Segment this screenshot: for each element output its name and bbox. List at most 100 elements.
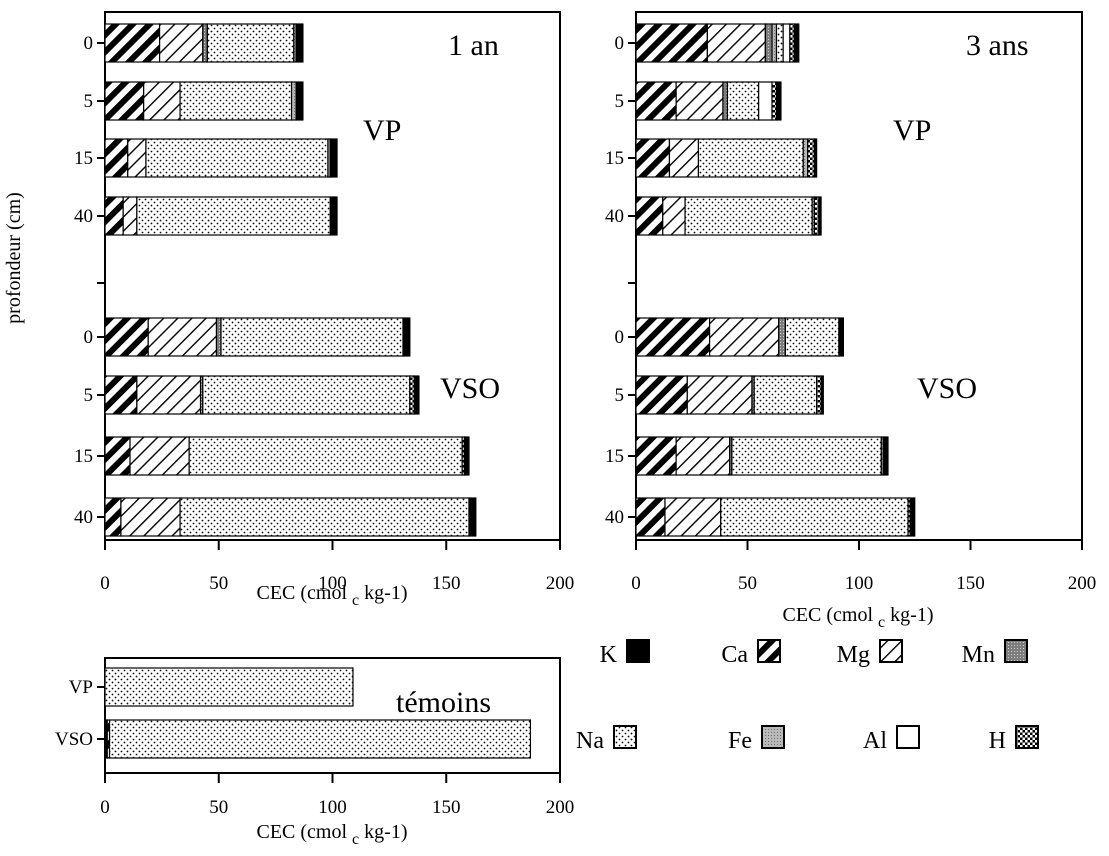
bar-segment-ca (635, 375, 688, 415)
bar-segment-mg (706, 23, 766, 63)
legend-swatch (761, 725, 785, 749)
bar-segment-na (220, 317, 404, 357)
bar-segment-na (179, 81, 293, 121)
bar-segment-k (468, 497, 477, 537)
x-tick-label: 150 (432, 797, 461, 818)
bar-segment-na (145, 138, 329, 178)
bar-segment-ca (104, 81, 145, 121)
bar-segment-mg (686, 375, 753, 415)
group-label-vso: VSO (440, 372, 500, 405)
bar-segment-ca (104, 497, 122, 537)
legend-item-na: Na (576, 725, 637, 754)
bar-segment-k (402, 317, 411, 357)
bar-segment-k (413, 375, 420, 415)
legend-swatch (1004, 639, 1028, 663)
legend-swatch (879, 639, 903, 663)
y-tick-label: 0 (84, 33, 94, 54)
bar-segment-mg (136, 375, 202, 415)
bar-segment-na (136, 196, 331, 236)
bar-segment-ca (104, 138, 129, 178)
bar-segment-mg (159, 23, 204, 63)
panel-label: 1 an (448, 29, 499, 62)
bar-segment-mg (708, 317, 780, 357)
y-tick-label: 0 (615, 33, 625, 54)
legend-label: H (989, 728, 1006, 754)
group-label-vp: VP (363, 114, 401, 147)
bar-segment-k (820, 375, 824, 415)
legend: K Ca Mg Mn Na Fe Al H (576, 639, 1039, 754)
x-axis-title: CEC (cmol c kg-1) (257, 821, 408, 848)
y-tick-label: 15 (605, 148, 624, 169)
x-tick-label: 50 (209, 573, 228, 594)
x-axis-title: CEC (cmol c kg-1) (783, 604, 934, 631)
x-tick-label: 100 (318, 797, 347, 818)
bar-segment-h (807, 138, 816, 178)
y-tick-label: 5 (615, 385, 625, 406)
bar-segment-na (179, 497, 470, 537)
bar-segment-mg (668, 138, 700, 178)
x-axis-title: CEC (cmol c kg-1) (257, 582, 408, 609)
y-tick-label: 15 (74, 148, 93, 169)
bar-segment-fe (802, 138, 809, 178)
bar-segment-ca (104, 196, 124, 236)
bar-segment-mn (202, 23, 208, 63)
bar-segment-mn (215, 317, 222, 357)
legend-swatch (896, 725, 920, 749)
bar-segment-ca (635, 81, 677, 121)
group-label-vp: VP (893, 114, 931, 147)
panel-1-an: 1 an VP VSO 0 5 15 40 0 5 15 40 0 50 100 150 200 CEC… (74, 11, 574, 609)
bar-segment-na (188, 436, 463, 476)
x-tick-label: 100 (318, 573, 347, 594)
bar-segment-na (206, 23, 295, 63)
bar-segment-mn (764, 23, 773, 63)
bar-segment-mn (778, 317, 787, 357)
bar-segment-ca (104, 23, 161, 63)
bar-segment-na (684, 196, 813, 236)
bar-segment-mg (675, 436, 731, 476)
bar-segment-fe (771, 23, 778, 63)
bar-segment-na (753, 375, 818, 415)
x-tick-label: 200 (1068, 573, 1097, 594)
x-tick-label: 0 (100, 573, 110, 594)
x-tick-label: 150 (432, 573, 461, 594)
y-tick-label: 0 (615, 327, 625, 348)
bar-segment-na (108, 719, 532, 759)
bar-segment-fe (290, 81, 297, 121)
bar-segment-k (909, 497, 916, 537)
bar-segment-h (813, 196, 820, 236)
y-tick-label: 40 (605, 206, 624, 227)
y-tick-label: VSO (55, 729, 93, 750)
bar-segment-mg (675, 81, 724, 121)
bar-segment-mg (120, 497, 181, 537)
bar-segment-ca (635, 436, 677, 476)
legend-swatch (626, 639, 650, 663)
bar-segment-k (813, 138, 818, 178)
bar-segment-k (463, 436, 470, 476)
legend-item-h: H (989, 725, 1039, 754)
y-axis-title: profondeur (cm) (3, 192, 25, 324)
legend-item-k: K (600, 639, 650, 668)
x-tick-label: 150 (956, 573, 985, 594)
bar-segment-k (775, 81, 782, 121)
legend-swatch (757, 639, 781, 663)
y-tick-label: 40 (74, 507, 93, 528)
bar-segment-na (775, 23, 784, 63)
bar-segment-mg (127, 138, 147, 178)
legend-item-mn: Mn (962, 639, 1028, 668)
bar-segment-ca (635, 23, 708, 63)
y-tick-label: 40 (605, 507, 624, 528)
x-tick-label: 50 (209, 797, 228, 818)
bar-segment-k (818, 196, 822, 236)
y-tick-label: 40 (74, 206, 93, 227)
x-tick-label: 0 (631, 573, 641, 594)
panel-3-ans: 3 ans VP VSO 0 5 15 40 0 5 15 40 0 50 100 150 200 CE… (605, 11, 1097, 631)
bar-segment-na (784, 317, 840, 357)
bar-segment-ca (635, 497, 666, 537)
bar-segment-mg (129, 436, 190, 476)
legend-swatch (1015, 725, 1039, 749)
x-tick-label: 50 (738, 573, 757, 594)
group-label-vso: VSO (917, 372, 977, 405)
x-tick-label: 0 (100, 797, 110, 818)
bar-segment-k (295, 23, 304, 63)
